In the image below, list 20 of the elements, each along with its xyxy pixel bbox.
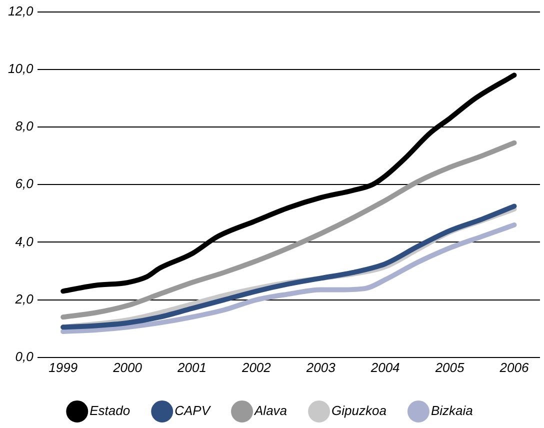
x-tick-label: 2002 bbox=[240, 360, 272, 375]
y-tick-label: 4,0 bbox=[15, 234, 34, 249]
legend-label: Alava bbox=[254, 403, 288, 418]
x-tick-label: 2001 bbox=[176, 360, 206, 375]
x-tick-label: 2005 bbox=[434, 360, 465, 375]
y-tick-label: 10,0 bbox=[8, 61, 34, 76]
x-tick-label: 2006 bbox=[498, 360, 530, 375]
y-tick-label: 2,0 bbox=[14, 291, 34, 306]
legend-label: Bizkaia bbox=[430, 403, 473, 418]
x-tick-label: 1999 bbox=[48, 360, 78, 375]
legend-label: Gipuzkoa bbox=[332, 403, 386, 418]
x-tick-label: 2003 bbox=[305, 360, 336, 375]
y-tick-label: 8,0 bbox=[15, 118, 34, 134]
y-tick-label: 0,0 bbox=[15, 349, 34, 364]
legend-label: CAPV bbox=[174, 403, 212, 418]
y-tick-label: 6,0 bbox=[15, 176, 34, 192]
x-tick-label: 2000 bbox=[112, 360, 143, 375]
legend-label: Estado bbox=[90, 403, 130, 418]
y-tick-label: 12,0 bbox=[8, 3, 34, 18]
x-tick-label: 2004 bbox=[370, 360, 400, 375]
